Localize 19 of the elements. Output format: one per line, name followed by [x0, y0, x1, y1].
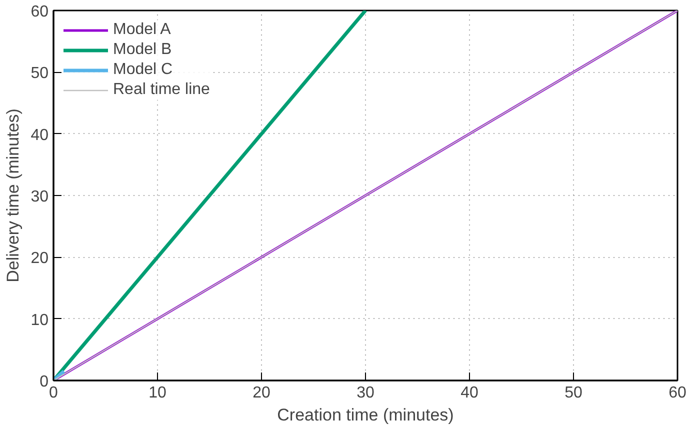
legend-label: Model B — [113, 41, 172, 59]
y-axis-title: Delivery time (minutes) — [4, 108, 23, 282]
y-tick-label: 10 — [30, 312, 49, 329]
x-axis-title: Creation time (minutes) — [277, 406, 454, 424]
legend-label: Real time line — [113, 81, 210, 99]
legend-label: Model C — [113, 61, 173, 79]
y-tick-label: 30 — [30, 188, 49, 206]
x-tick-label: 40 — [460, 384, 478, 402]
x-tick-label: 60 — [668, 384, 686, 402]
y-tick-label: 0 — [40, 374, 49, 390]
y-tick-label: 20 — [30, 250, 49, 268]
x-tick-label: 20 — [252, 384, 270, 402]
x-tick-label: 50 — [564, 384, 582, 402]
x-tick-label: 10 — [148, 384, 166, 402]
legend-label: Model A — [113, 21, 171, 39]
y-tick-label: 40 — [30, 126, 49, 144]
y-tick-label: 60 — [30, 4, 49, 20]
x-tick-label: 30 — [356, 384, 374, 402]
y-tick-label: 50 — [30, 65, 49, 82]
